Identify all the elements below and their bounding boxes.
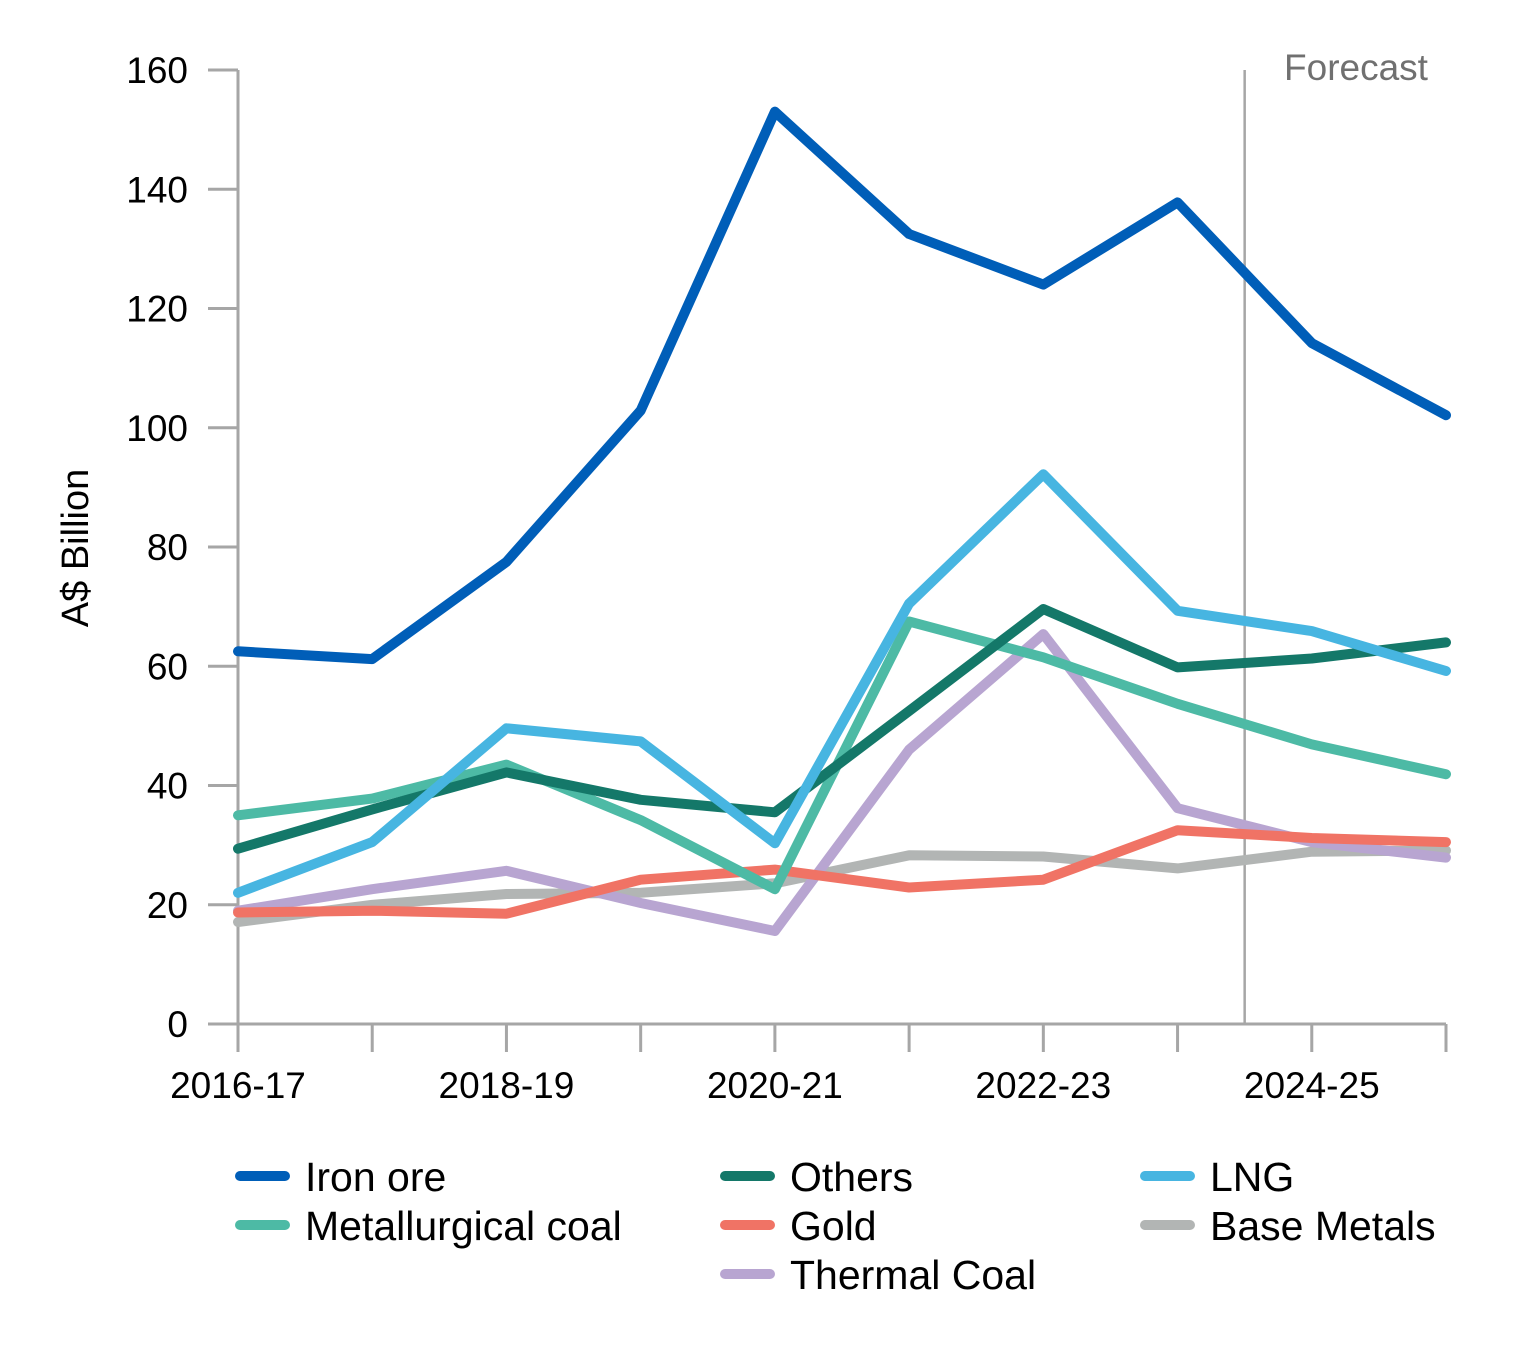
y-axis-label: A$ Billion bbox=[55, 469, 97, 627]
x-tick-label: 2022-23 bbox=[975, 1065, 1111, 1106]
x-tick-label: 2024-25 bbox=[1244, 1065, 1380, 1106]
y-tick-label: 20 bbox=[147, 885, 188, 926]
series-line-thermal-coal bbox=[233, 629, 1451, 936]
series-line-iron-ore bbox=[233, 106, 1451, 665]
axes-layer: 0 20 40 60 80 100 120 140 160 2016-17 2018-19 2020-… bbox=[126, 50, 1448, 1106]
legend-label-thermal-coal: Thermal Coal bbox=[790, 1252, 1036, 1298]
series-line-gold bbox=[233, 825, 1451, 919]
x-tick-label: 2016-17 bbox=[170, 1065, 306, 1106]
y-tick-label: 160 bbox=[126, 50, 188, 91]
legend-label-others: Others bbox=[790, 1154, 913, 1200]
series-line-lng bbox=[233, 469, 1451, 898]
legend-label-lng: LNG bbox=[1210, 1154, 1294, 1200]
y-tick-label: 40 bbox=[147, 766, 188, 807]
legend-label-base-metals: Base Metals bbox=[1210, 1203, 1436, 1249]
legend-label-metallurgical-coal: Metallurgical coal bbox=[305, 1203, 622, 1249]
series-layer bbox=[233, 106, 1451, 936]
y-tick-label: 80 bbox=[147, 527, 188, 568]
y-tick-label: 140 bbox=[126, 169, 188, 210]
x-tick-label: 2018-19 bbox=[439, 1065, 575, 1106]
y-tick-label: 60 bbox=[147, 646, 188, 687]
legend-label-iron-ore: Iron ore bbox=[305, 1154, 446, 1200]
x-tick-label: 2020-21 bbox=[707, 1065, 843, 1106]
legend-label-gold: Gold bbox=[790, 1203, 877, 1249]
series-line-base-metals bbox=[233, 845, 1451, 927]
label-layer: A$ Billion Forecast bbox=[55, 47, 1429, 627]
y-tick-label: 120 bbox=[126, 289, 188, 330]
y-tick-label: 100 bbox=[126, 408, 188, 449]
legend: Iron ore Others LNG Metallurgical coal Gold B… bbox=[235, 1154, 1436, 1298]
forecast-annotation: Forecast bbox=[1284, 47, 1429, 88]
y-tick-label: 0 bbox=[167, 1004, 188, 1045]
